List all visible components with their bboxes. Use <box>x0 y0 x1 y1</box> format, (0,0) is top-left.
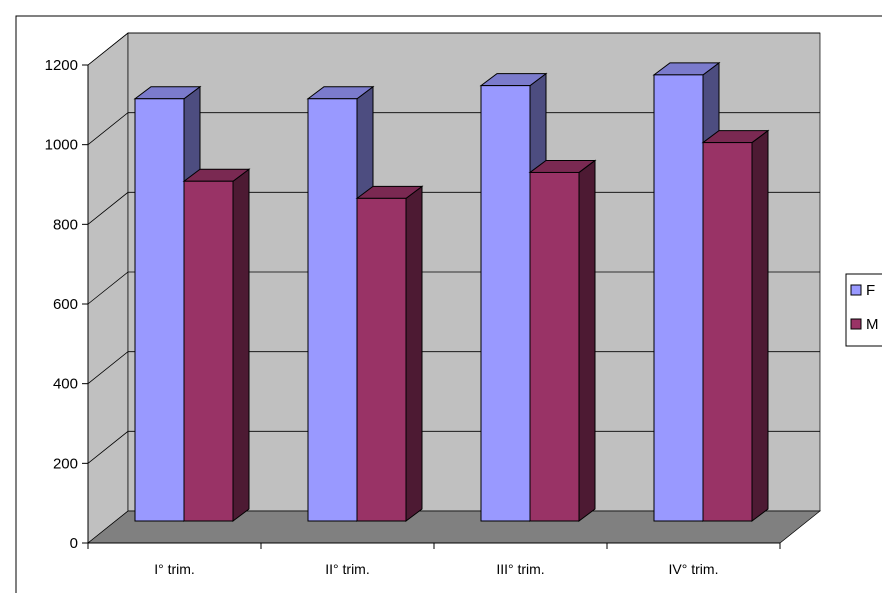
bar-side <box>578 159 596 522</box>
bar <box>356 197 407 522</box>
bar <box>183 180 234 522</box>
y-tick-label: 1200 <box>45 57 78 74</box>
bar <box>653 74 704 522</box>
legend: FM <box>845 273 882 347</box>
y-tick-label: 600 <box>53 296 78 313</box>
bar-side <box>751 129 769 522</box>
y-tick-label: 1000 <box>45 137 78 154</box>
x-tick-label: I° trim. <box>154 561 195 577</box>
y-tick-label: 800 <box>53 216 78 233</box>
bar <box>134 98 185 522</box>
x-tick-label: III° trim. <box>496 561 544 577</box>
gridline <box>87 112 820 145</box>
y-tick-label: 0 <box>70 535 78 552</box>
legend-label: F <box>866 282 875 299</box>
bars <box>133 61 770 522</box>
gridline <box>87 32 820 66</box>
bar <box>307 98 358 522</box>
x-tick-labels: I° trim. II° trim. III° trim. IV° trim. <box>154 561 718 577</box>
axes <box>82 64 781 549</box>
bar-side <box>232 168 250 522</box>
legend-swatch <box>850 318 862 330</box>
legend-swatch <box>850 284 862 296</box>
bar <box>529 171 580 522</box>
chart-border <box>15 15 882 593</box>
bar <box>702 142 753 522</box>
bar-side <box>405 185 423 522</box>
x-tick-label: II° trim. <box>325 561 369 577</box>
bar <box>480 85 531 522</box>
legend-label: M <box>866 316 879 333</box>
y-tick-label: 400 <box>53 376 78 393</box>
y-tick-labels: 0 200 400 600 800 1000 1200 <box>45 57 78 552</box>
x-tick-label: IV° trim. <box>669 561 719 577</box>
y-tick-label: 200 <box>53 455 78 472</box>
